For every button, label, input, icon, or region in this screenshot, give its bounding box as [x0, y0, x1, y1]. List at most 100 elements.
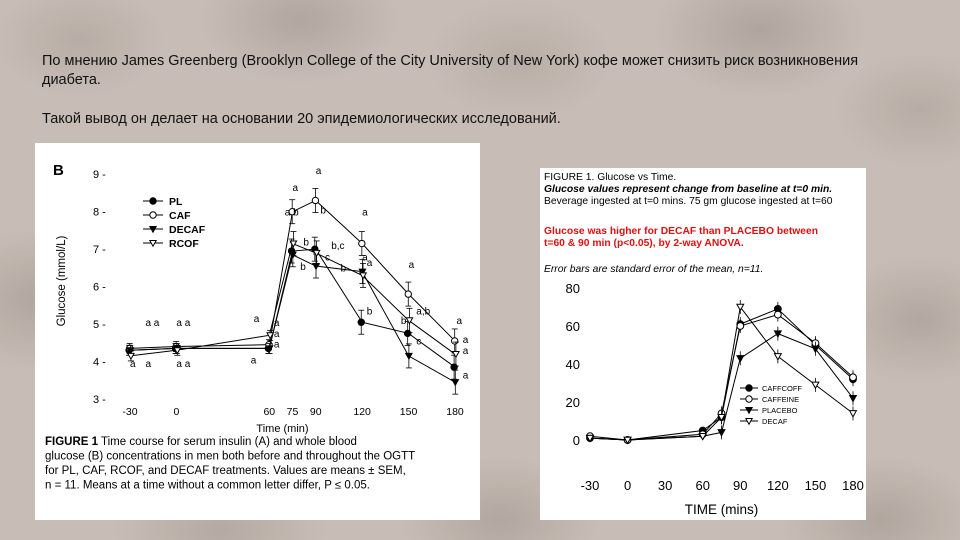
x-tick-label: 60: [695, 478, 709, 493]
x-tick-label: 120: [353, 406, 371, 418]
significance-letter: a: [463, 346, 469, 357]
legend-marker: [744, 406, 754, 415]
data-point-rcof: [289, 240, 298, 248]
x-tick-label: 0: [174, 406, 180, 418]
figure-glucose-vs-time: FIGURE 1. Glucose vs Time. Glucose value…: [540, 168, 866, 520]
y-tick-label: 3 -: [93, 394, 106, 406]
significance-letter: a: [145, 359, 151, 370]
data-point-caf: [358, 239, 366, 248]
data-point-decaf: [585, 434, 595, 443]
caption-line: glucose (B) concentrations in men both b…: [45, 451, 415, 463]
panel-label: B: [53, 162, 64, 179]
series-line-decaf: [589, 305, 854, 441]
x-axis-label: TIME (mins): [685, 502, 759, 517]
data-point-rcof: [126, 352, 135, 361]
chart-highlight-1: Glucose was higher for DECAF than PLACEB…: [544, 226, 819, 237]
legend-marker: [148, 239, 158, 248]
legend-label-caf: CAF: [169, 210, 191, 222]
significance-letter: a: [463, 335, 469, 346]
y-tick-label: 60: [566, 319, 580, 334]
x-tick-label: 0: [624, 478, 631, 493]
intro-text: По мнению James Greenberg (Brooklyn Coll…: [42, 52, 902, 149]
data-point-caffeine: [849, 373, 857, 382]
intro-paragraph-2: Такой вывод он делает на основании 20 эп…: [42, 111, 561, 127]
chart-highlight-2: t=60 & 90 min (p<0.05), by 2-way ANOVA.: [544, 238, 744, 249]
significance-letter: b,c: [331, 241, 344, 252]
significance-letter: a: [251, 355, 257, 366]
significance-letter: a a: [176, 318, 190, 329]
legend-label-caffeine: CAFFEINE: [762, 395, 799, 404]
significance-letter: b: [300, 262, 306, 273]
y-tick-label: 40: [566, 357, 580, 372]
y-tick-label: 4 -: [93, 357, 106, 369]
series-line-decaf: [129, 254, 456, 383]
data-point-decaf: [358, 268, 367, 276]
significance-letter: c: [325, 252, 330, 263]
significance-letter: a: [316, 166, 322, 177]
chart-note: Error bars are standard error of the mea…: [544, 264, 764, 275]
data-point-decaf: [288, 251, 297, 260]
x-tick-label: -30: [122, 406, 137, 418]
x-tick-label: 150: [400, 406, 418, 418]
significance-letter: a: [274, 339, 280, 350]
chart-title: FIGURE 1. Glucose vs Time.: [544, 172, 677, 183]
y-tick-label: 7 -: [93, 244, 106, 256]
significance-letter: a: [274, 318, 280, 329]
chart-subtitle-2: Beverage ingested at t=0 mins. 75 gm glu…: [544, 196, 833, 207]
significance-letter: a: [457, 316, 463, 327]
data-point-decaf: [736, 303, 745, 312]
data-point-decaf: [773, 353, 783, 361]
data-point-decaf: [848, 410, 858, 418]
legend-marker: [149, 197, 157, 205]
data-point-placebo: [811, 345, 820, 354]
significance-letter: a: [409, 260, 415, 271]
caption-line: FIGURE 1 Time course for serum insulin (…: [45, 436, 357, 448]
data-point-caf: [451, 337, 459, 345]
significance-letter: a: [362, 252, 368, 263]
significance-letter: b: [303, 237, 309, 248]
x-tick-label: 180: [446, 406, 464, 418]
significance-letter: a: [274, 329, 280, 340]
data-point-rcof: [266, 332, 275, 340]
caption-figure-label: FIGURE 1: [45, 436, 99, 448]
chart-glucose-change: 0 20 40 60 80 -30 0 30 60 90 120 150 180 TIME (mins) C…: [566, 281, 864, 517]
data-point-pl: [450, 363, 458, 371]
significance-letter: a,b: [416, 307, 430, 318]
significance-letter: b: [367, 307, 373, 318]
caption-text: Time course for serum insulin (A) and wh…: [98, 436, 357, 448]
y-tick-label: 6 -: [93, 282, 106, 294]
chart-glucose-mmol: B 3 - 4 - 5 - 6 - 7 - 8 - 9 - Glucose (mmol/L) -3…: [45, 162, 469, 492]
significance-letter: a: [463, 370, 469, 381]
caption-line: n = 11. Means at a time without a common…: [45, 480, 370, 492]
caption-text: for PL, CAF, RCOF, and DECAF treatments.…: [45, 465, 406, 477]
legend-label-rcof: RCOF: [169, 238, 199, 250]
x-tick-label: 180: [842, 478, 864, 493]
significance-letter: b: [320, 206, 326, 217]
data-point-placebo: [736, 355, 745, 363]
data-point-decaf: [451, 379, 460, 387]
caption-text: glucose (B) concentrations in men both b…: [45, 451, 415, 463]
significance-letter: a: [254, 314, 260, 325]
data-point-placebo: [717, 429, 726, 437]
data-point-placebo: [773, 330, 783, 339]
legend-marker: [745, 395, 753, 403]
y-tick-label: 20: [566, 395, 580, 410]
legend-marker: [744, 417, 754, 426]
data-point-decaf: [404, 352, 413, 361]
x-tick-label: 60: [263, 406, 275, 418]
significance-letter: a: [367, 258, 373, 269]
legend-label-caffcoff: CAFFCOFF: [762, 384, 802, 393]
series-line-rcof: [129, 242, 456, 357]
x-axis-label: Time (min): [256, 423, 308, 435]
data-point-decaf: [265, 345, 274, 353]
intro-paragraph-1: По мнению James Greenberg (Brooklyn Coll…: [42, 53, 859, 88]
significance-letter: a: [130, 359, 136, 370]
legend-label-decaf: DECAF: [169, 224, 206, 236]
x-tick-label: 150: [805, 478, 827, 493]
x-tick-label: -30: [581, 478, 600, 493]
x-tick-label: 90: [310, 406, 322, 418]
caption-text: n = 11. Means at a time without a common…: [45, 480, 370, 492]
data-point-caf: [288, 207, 296, 216]
data-point-pl: [357, 318, 365, 326]
caption-line: for PL, CAF, RCOF, and DECAF treatments.…: [45, 465, 406, 477]
